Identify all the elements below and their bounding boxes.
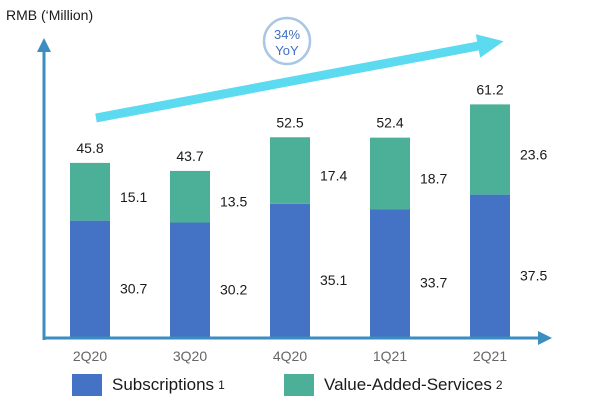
label-total-2q20: 45.8: [76, 140, 103, 156]
x-axis-arrowhead: [538, 331, 552, 345]
label-total-2q21: 61.2: [476, 81, 503, 97]
legend-note-subscriptions: 1: [218, 378, 225, 392]
bar-vas-3q20: [170, 170, 210, 223]
legend-swatch-vas: [284, 374, 314, 396]
x-tick-3q20: 3Q20: [173, 348, 207, 364]
label-vas-4q20: 17.4: [320, 168, 347, 184]
label-vas-1q21: 18.7: [420, 170, 447, 186]
trend-group: 34%YoY: [95, 16, 504, 123]
bar-subscriptions-2q20: [70, 220, 110, 338]
bar-vas-2q20: [70, 162, 110, 221]
label-vas-2q20: 15.1: [120, 189, 147, 205]
legend-note-vas: 2: [495, 378, 503, 392]
label-vas-2q21: 23.6: [520, 147, 547, 163]
label-subscriptions-2q20: 30.7: [120, 280, 147, 296]
x-tick-1q21: 1Q21: [373, 348, 407, 364]
legend-swatch-subscriptions: [72, 374, 102, 396]
label-subscriptions-1q21: 33.7: [420, 275, 447, 291]
trend-arrow: [95, 34, 504, 123]
legend-item-subscriptions: Subscriptions 1: [72, 370, 225, 400]
bar-subscriptions-2q21: [470, 194, 510, 338]
legend: Subscriptions 1 Value-Added-Services 2: [0, 370, 600, 400]
x-tick-4q20: 4Q20: [273, 348, 307, 364]
legend-label-vas: Value-Added-Services: [324, 375, 492, 394]
yoy-badge: [262, 16, 312, 66]
label-subscriptions-3q20: 30.2: [220, 281, 247, 297]
bar-subscriptions-1q21: [370, 209, 410, 338]
bar-vas-2q21: [470, 104, 510, 195]
label-total-4q20: 52.5: [276, 114, 303, 130]
yoy-badge-percent: 34%: [274, 27, 300, 42]
y-axis-label: RMB (‘Million): [6, 7, 93, 23]
axes-group: [37, 38, 552, 345]
bar-vas-4q20: [270, 137, 310, 204]
x-tick-2q21: 2Q21: [473, 348, 507, 364]
label-subscriptions-4q20: 35.1: [320, 272, 347, 288]
labels-group: 30.7 15.1 45.8 2Q20 30.2 13.5 43.7 3Q20 35.1 17.4…: [73, 81, 548, 364]
bar-vas-1q21: [370, 137, 410, 210]
label-total-3q20: 43.7: [176, 148, 203, 164]
label-vas-3q20: 13.5: [220, 194, 247, 210]
legend-label-subscriptions: Subscriptions: [112, 375, 215, 394]
legend-item-vas: Value-Added-Services 2: [284, 370, 503, 400]
y-axis-arrowhead: [37, 38, 51, 52]
bars-group: [70, 104, 510, 338]
label-total-1q21: 52.4: [376, 115, 403, 131]
bar-subscriptions-3q20: [170, 222, 210, 338]
bar-subscriptions-4q20: [270, 203, 310, 338]
label-subscriptions-2q21: 37.5: [520, 267, 547, 283]
x-tick-2q20: 2Q20: [73, 348, 107, 364]
yoy-badge-label: YoY: [275, 43, 299, 58]
